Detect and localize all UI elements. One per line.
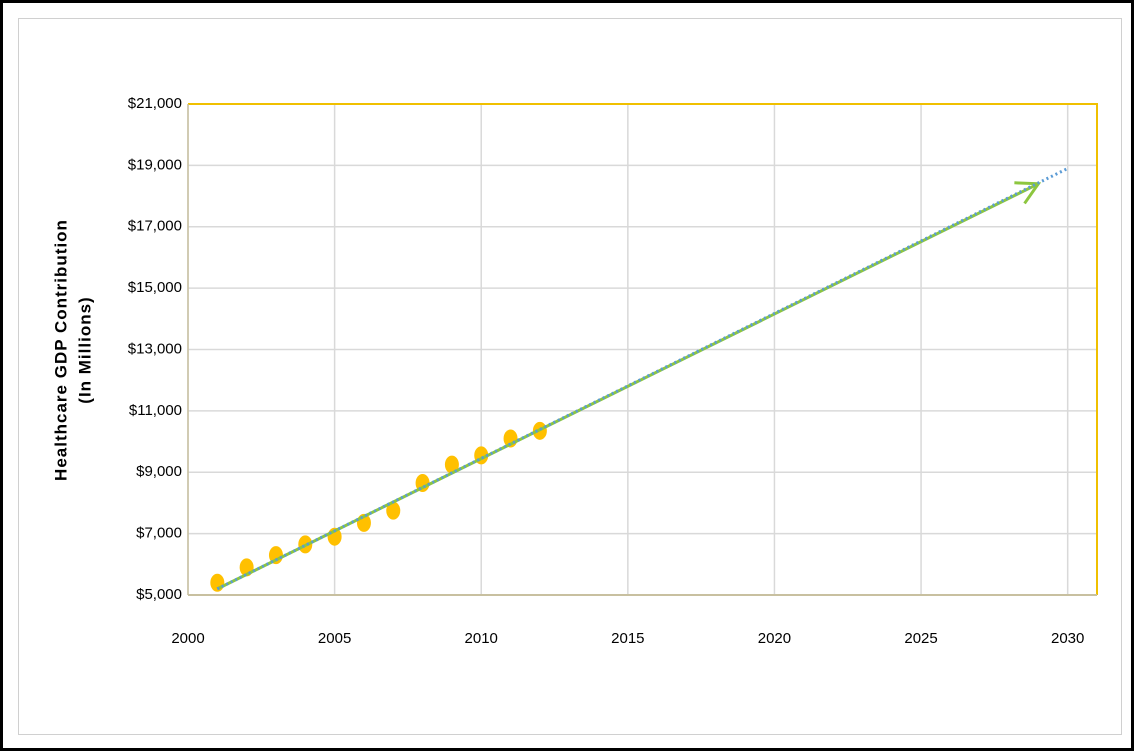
plot-border: [188, 103, 1098, 595]
data-point: [386, 501, 401, 520]
x-tick-label: 2015: [611, 630, 644, 647]
y-axis-label: Healthcare GDP Contribution (In Millions…: [51, 219, 94, 481]
x-tick-label: 2025: [904, 630, 937, 647]
y-tick-label: $13,000: [128, 340, 182, 357]
y-tick-label: $9,000: [136, 463, 182, 480]
x-tick-label: 2010: [465, 630, 498, 647]
y-axis-label-line: (In Millions): [75, 296, 94, 403]
y-tick-label: $11,000: [129, 402, 182, 419]
trendline: [216, 167, 1069, 591]
y-tick-label: $5,000: [136, 586, 182, 603]
x-tick-label: 2005: [318, 630, 351, 647]
y-axis-label-line: Healthcare GDP Contribution: [51, 219, 70, 481]
arrow: [216, 182, 1040, 591]
data-point: [210, 573, 225, 592]
chart-area-border: [18, 18, 1122, 735]
x-tick-label: 2030: [1051, 630, 1084, 647]
y-tick-label: $7,000: [136, 525, 182, 542]
y-tick-label: $17,000: [128, 218, 182, 235]
y-tick-label: $21,000: [128, 95, 182, 112]
y-tick-label: $19,000: [128, 156, 182, 173]
x-tick-label: 2000: [171, 630, 204, 647]
y-tick-label: $15,000: [128, 279, 182, 296]
data-point: [444, 455, 459, 474]
x-tick-label: 2020: [758, 630, 791, 647]
